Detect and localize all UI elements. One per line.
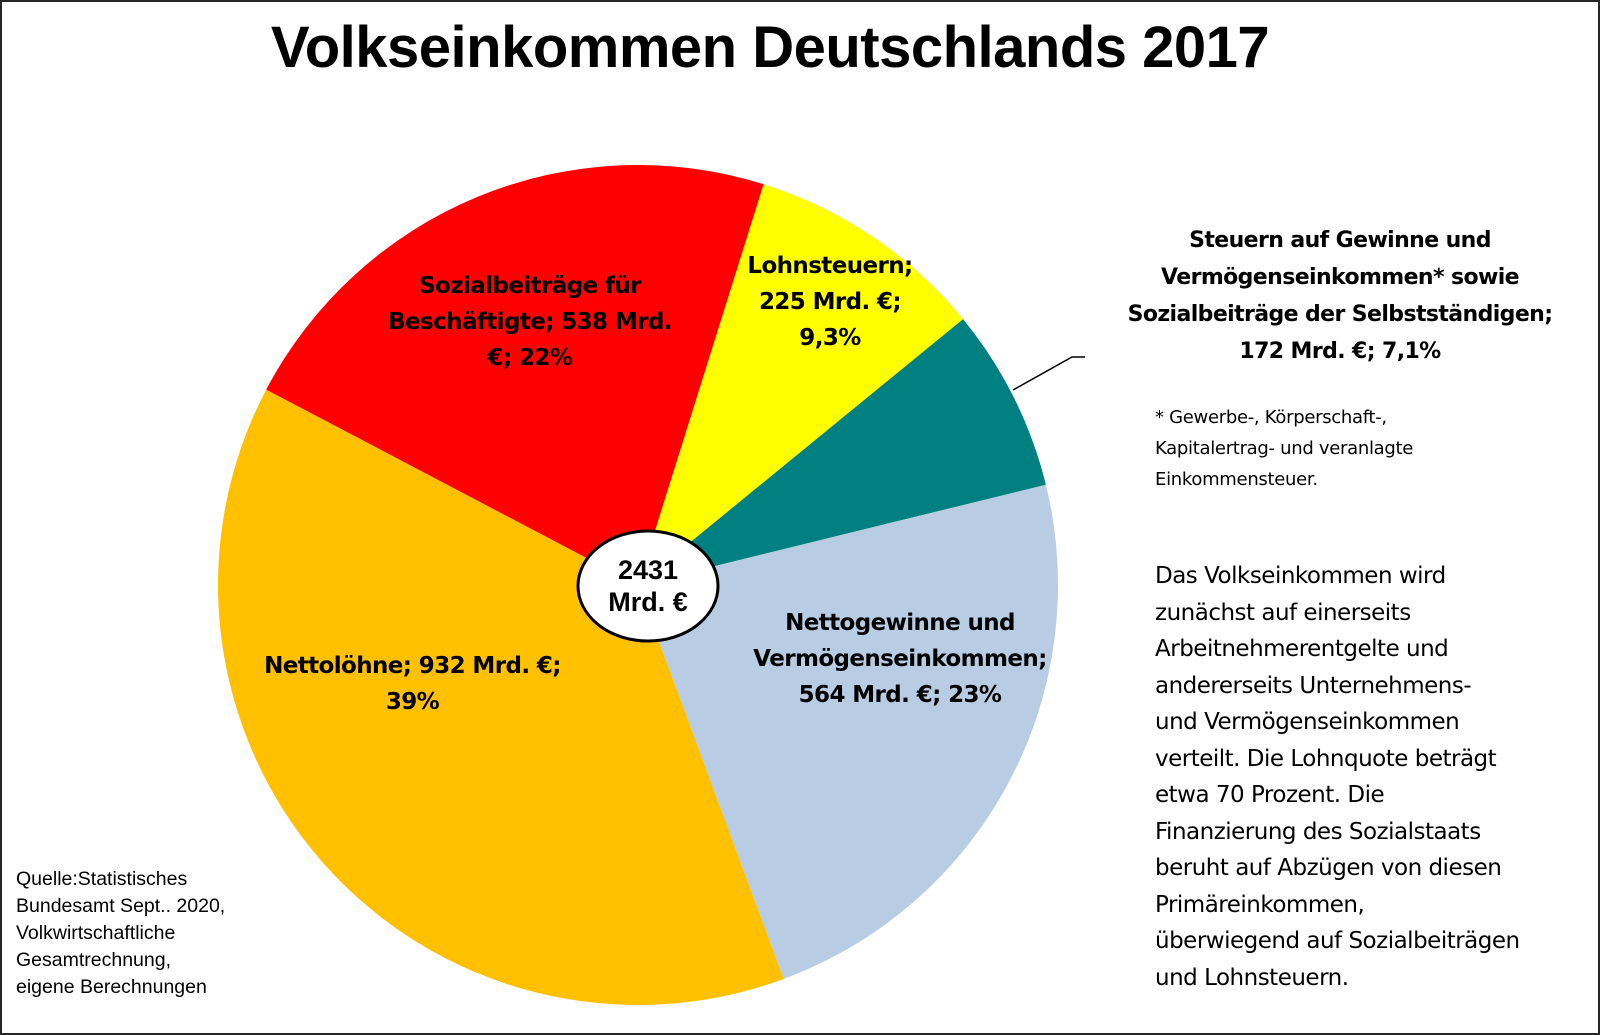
explanation-line: etwa 70 Prozent. Die (1155, 782, 1385, 808)
label-line: 172 Mrd. €; 7,1% (1239, 339, 1441, 364)
pie-slices (217, 164, 1058, 1005)
label-line: Sozialbeiträge der Selbstständigen; (1127, 302, 1553, 327)
total-unit: Mrd. € (608, 587, 688, 617)
label-line: 9,3% (799, 325, 861, 351)
center-total-ellipse (576, 529, 720, 643)
footnote-line: Kapitalertrag- und veranlagte (1155, 438, 1414, 459)
label-line: Beschäftigte; 538 Mrd. (388, 309, 672, 335)
label-line: Vermögenseinkommen* sowie (1161, 265, 1520, 290)
center-total-label: 2431 Mrd. € (578, 530, 718, 642)
label-line: Nettogewinne und (785, 610, 1015, 636)
label-line: Lohnsteuern; (747, 253, 913, 279)
slice-label-sozialbeitraege: Sozialbeiträge für Beschäftigte; 538 Mrd… (370, 268, 690, 376)
explanation-line: überwiegend auf Sozialbeiträgen (1155, 928, 1520, 954)
pie-slice-4 (266, 164, 764, 585)
label-line: 564 Mrd. €; 23% (798, 682, 1002, 708)
footnote: * Gewerbe-, Körperschaft-, Kapitalertrag… (1155, 402, 1575, 495)
label-line: Steuern auf Gewinne und (1189, 228, 1491, 253)
source-line: Quelle:Statistisches (16, 868, 188, 890)
explanation-line: Primäreinkommen, (1155, 891, 1365, 918)
source-line: Bundesamt Sept.. 2020, (16, 895, 226, 917)
chart-title: Volkseinkommen Deutschlands 2017 (270, 15, 1270, 80)
leader-line (1012, 356, 1085, 391)
explanation-line: zunächst auf einerseits (1155, 599, 1411, 626)
slice-label-lohnsteuern: Lohnsteuern; 225 Mrd. €; 9,3% (735, 248, 925, 356)
pie-slice-0 (638, 184, 964, 585)
explanation-line: andererseits Unternehmens- (1155, 672, 1472, 699)
source-line: eigene Berechnungen (16, 976, 207, 998)
source-line: Volkwirtschaftliche (16, 922, 176, 944)
explanation-line: verteilt. Die Lohnquote beträgt (1155, 745, 1497, 772)
explanation-line: und Vermögenseinkommen (1155, 709, 1460, 735)
source-line: Gesamtrechnung, (16, 949, 172, 971)
explanation-line: Arbeitnehmerentgelte und (1155, 636, 1449, 662)
footnote-line: Einkommensteuer. (1155, 469, 1318, 490)
slice-label-steuern-gewinne: Steuern auf Gewinne und Vermögenseinkomm… (1110, 222, 1570, 370)
label-line: Vermögenseinkommen; (753, 646, 1047, 672)
footnote-line: * Gewerbe-, Körperschaft-, (1155, 407, 1387, 428)
pie-slice-1 (638, 319, 1046, 585)
explanation-line: Das Volkseinkommen wird (1155, 563, 1446, 589)
slice-label-nettogewinne: Nettogewinne und Vermögenseinkommen; 564… (730, 605, 1070, 713)
slice-label-nettoloehne: Nettolöhne; 932 Mrd. €; 39% (240, 648, 585, 720)
explanation-line: beruht auf Abzügen von diesen (1155, 855, 1502, 881)
pie-slice-2 (638, 484, 1058, 979)
explanation-text: Das Volkseinkommen wird zunächst auf ein… (1155, 558, 1595, 996)
label-line: 39% (385, 689, 440, 715)
explanation-line: Finanzierung des Sozialstaats (1155, 818, 1481, 845)
label-line: Sozialbeiträge für (419, 273, 641, 299)
total-value: 2431 (617, 555, 679, 585)
label-line: €; 22% (487, 345, 573, 371)
source-note: Quelle:Statistisches Bundesamt Sept.. 20… (16, 866, 316, 1001)
label-line: 225 Mrd. €; (758, 289, 902, 315)
label-line: Nettolöhne; 932 Mrd. €; (264, 653, 561, 679)
explanation-line: und Lohnsteuern. (1155, 964, 1349, 991)
pie-slice-3 (217, 389, 784, 1005)
